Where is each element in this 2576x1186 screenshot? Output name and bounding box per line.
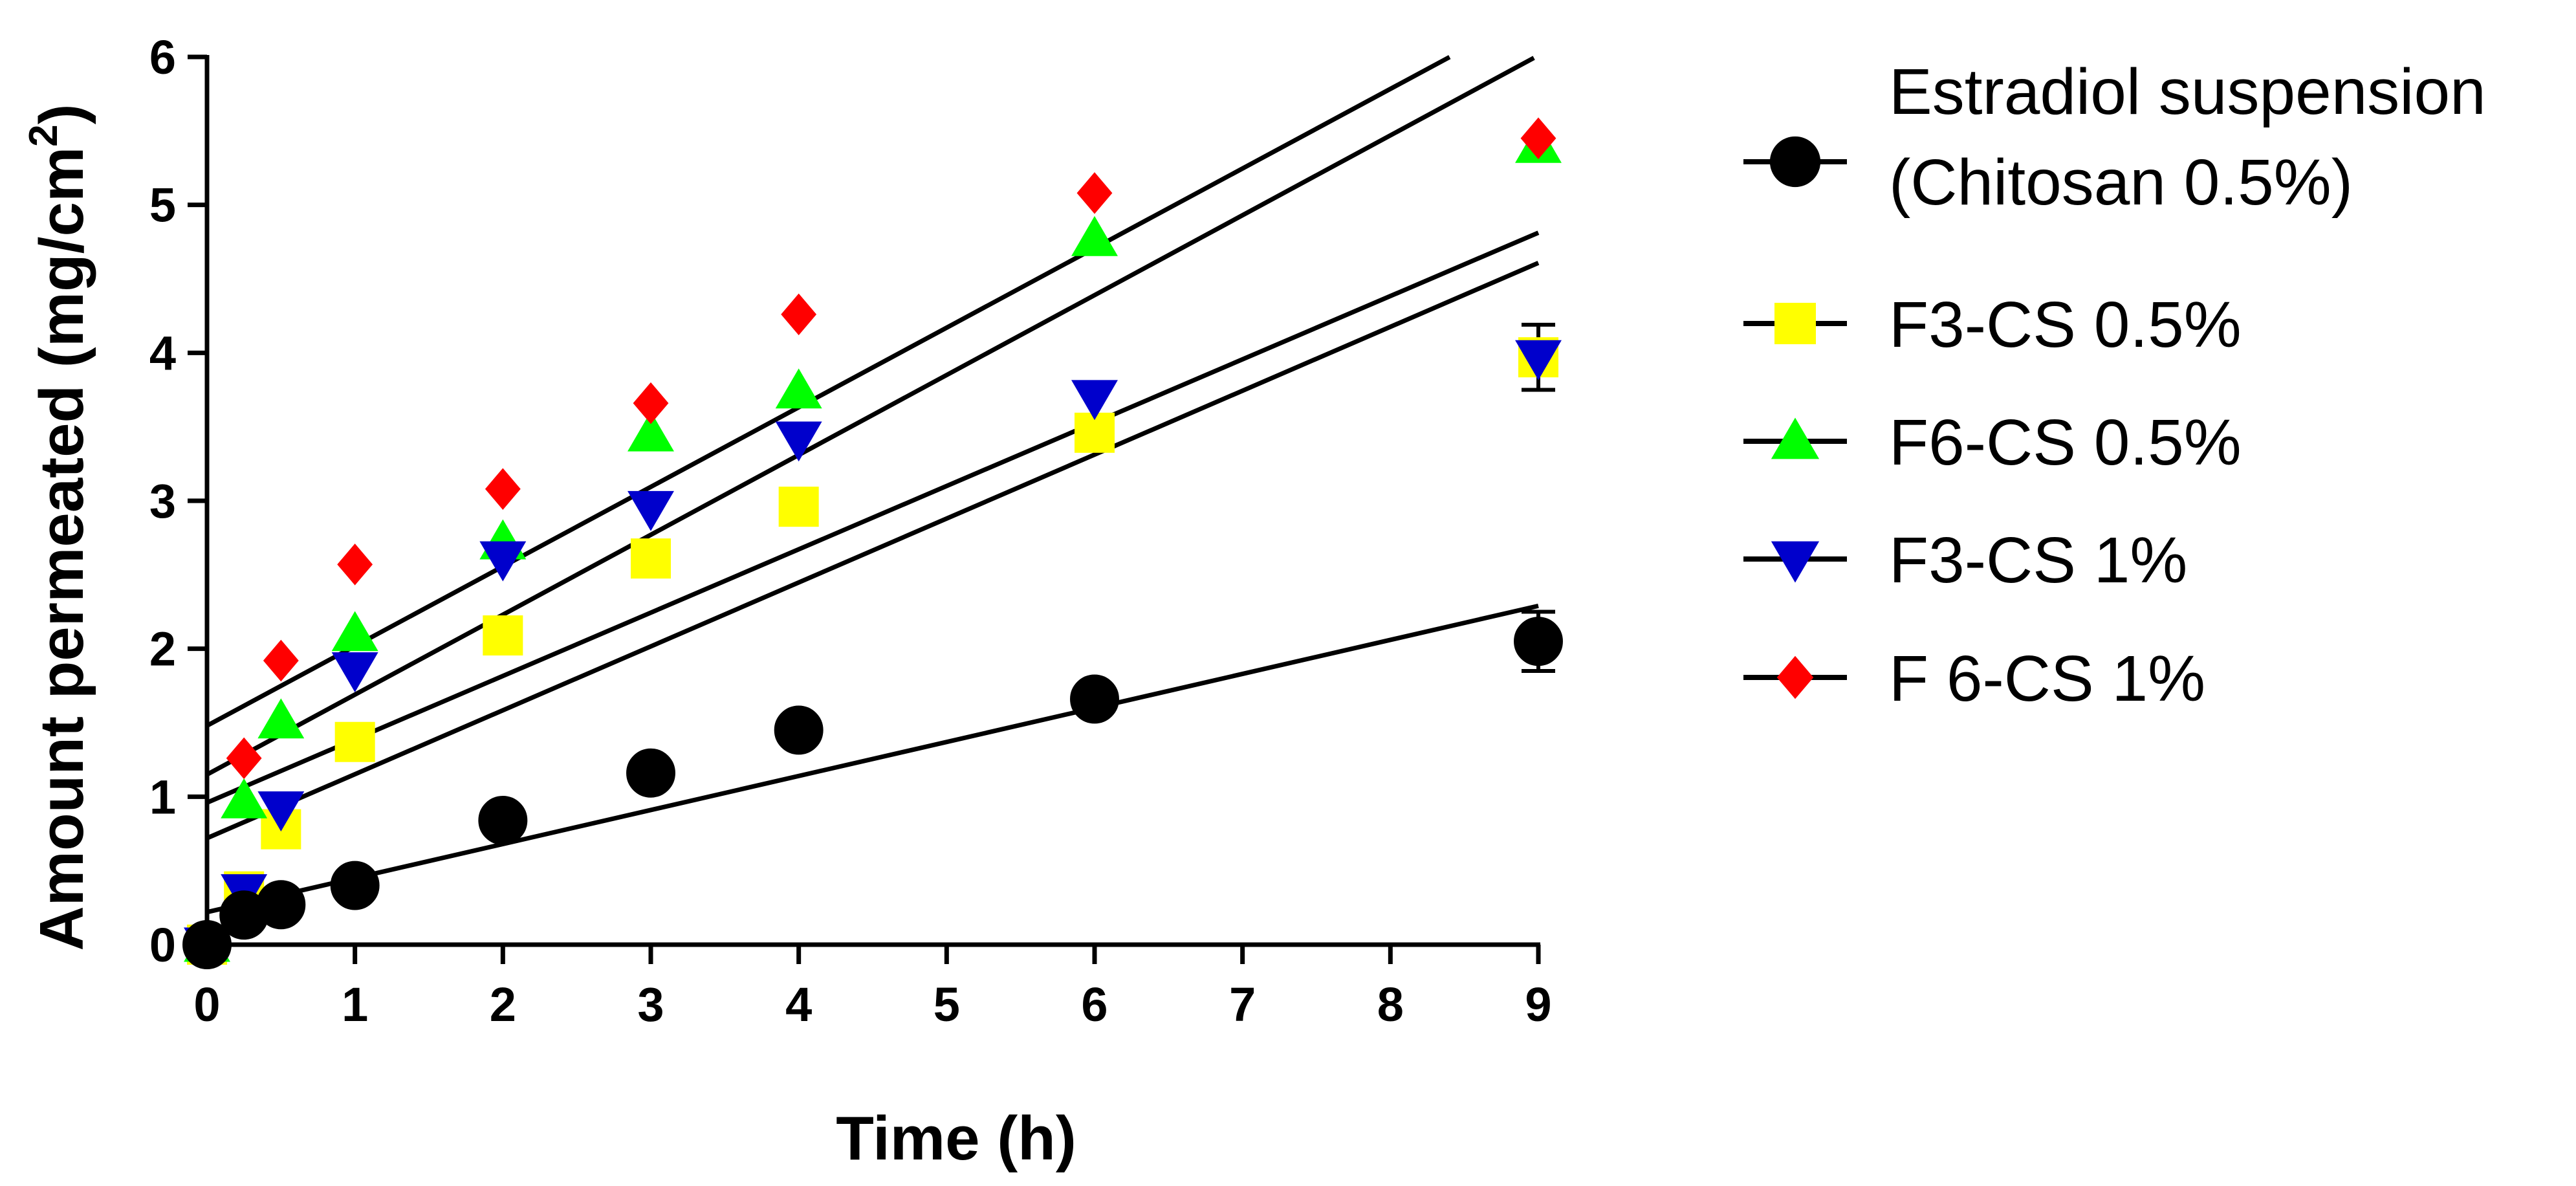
data-point-circle [478, 795, 528, 845]
data-point-triangle-down [1515, 340, 1562, 380]
legend-marker-circle [1769, 136, 1821, 188]
x-tick-label: 4 [785, 978, 812, 1031]
data-point-triangle-up [257, 698, 305, 739]
data-point-circle [1514, 617, 1563, 666]
legend-item: F3-CS 1% [1743, 524, 2187, 597]
data-point-diamond [781, 293, 817, 336]
data-point-triangle-up [331, 611, 378, 652]
axes [204, 55, 1540, 947]
legend-marker-triangle-down [1771, 541, 1820, 583]
y-tick-label: 3 [149, 474, 176, 528]
data-point-triangle-up [628, 411, 674, 452]
legend-marker-square [1774, 303, 1816, 344]
data-point-triangle-up [775, 368, 822, 409]
data-point-diamond [1520, 117, 1556, 160]
y-tick-label: 2 [149, 622, 176, 676]
data-point-diamond [337, 544, 373, 586]
fit-line-2 [206, 261, 1540, 840]
y-axis-title-main: Amount permeated (mg/cm [27, 147, 96, 951]
legend-label: F6-CS 0.5% [1889, 406, 2242, 479]
data-point-diamond [633, 382, 669, 424]
x-tick-label: 6 [1081, 978, 1108, 1031]
y-tick-label: 1 [149, 770, 176, 824]
data-point-diamond [1076, 172, 1113, 214]
x-ticks: 0 1 2 3 4 5 6 7 8 9 [193, 945, 1552, 1031]
legend-item: F6-CS 0.5% [1743, 406, 2242, 479]
y-tick-label: 6 [149, 30, 176, 84]
y-tick-label: 0 [149, 918, 176, 972]
legend-marker-diamond [1776, 655, 1814, 699]
data-point-circle [1070, 674, 1119, 724]
data-point-circle [774, 705, 824, 755]
legend-item: F 6-CS 1% [1743, 642, 2205, 715]
data-point-circle [330, 861, 380, 910]
data-point-diamond [485, 468, 521, 510]
data-point-square [334, 721, 375, 762]
fit-line-1 [206, 603, 1539, 915]
data-point-triangle-up [1071, 215, 1118, 256]
data-point-diamond [263, 639, 299, 682]
fit-line-4 [206, 230, 1540, 805]
legend-item: F3-CS 0.5% [1743, 289, 2242, 361]
data-point-square [778, 487, 819, 527]
data-point-triangle-down [1071, 380, 1118, 421]
data-point-triangle-down [628, 490, 674, 531]
x-tick-label: 2 [490, 978, 516, 1031]
data-point-circle [256, 880, 306, 930]
data-point-triangle-up [221, 778, 268, 818]
x-tick-label: 5 [933, 978, 960, 1031]
x-tick-label: 1 [342, 978, 368, 1031]
data-point-diamond [226, 737, 262, 780]
x-tick-label: 9 [1525, 978, 1551, 1031]
legend-label: F3-CS 1% [1889, 524, 2187, 597]
data-point-triangle-down [257, 791, 305, 831]
data-point-triangle-down [331, 652, 378, 693]
y-ticks: 0 1 2 3 4 5 6 [149, 30, 207, 972]
x-tick-label: 0 [193, 978, 220, 1031]
x-tick-label: 8 [1377, 978, 1404, 1031]
legend-item: Estradiol suspension (Chitosan 0.5%) [1743, 56, 2486, 219]
data-point-square [483, 615, 523, 656]
data-point-square [631, 538, 671, 579]
legend-label: (Chitosan 0.5%) [1889, 146, 2353, 219]
fit-lines [206, 55, 1540, 915]
plot-area [182, 55, 1563, 969]
fit-line-5 [206, 55, 1451, 728]
y-tick-label: 5 [149, 179, 176, 232]
legend-label: F3-CS 0.5% [1889, 289, 2242, 361]
data-point-triangle-down [775, 421, 822, 462]
data-point-triangle-down [479, 541, 527, 582]
legend-label: F 6-CS 1% [1889, 642, 2205, 715]
fit-line-3 [206, 56, 1535, 777]
legend-marker-triangle-up [1771, 417, 1820, 459]
legend-label: Estradiol suspension [1889, 56, 2486, 128]
y-axis-title-close: ) [27, 104, 96, 124]
y-axis-title: Amount permeated (mg/cm2) [21, 104, 96, 950]
data-points [182, 117, 1563, 969]
data-point-circle [626, 748, 675, 798]
y-tick-label: 4 [149, 326, 176, 380]
x-tick-label: 3 [637, 978, 664, 1031]
legend: Estradiol suspension (Chitosan 0.5%) F3-CS… [1743, 56, 2486, 715]
y-axis-title-superscript: 2 [21, 124, 66, 146]
x-tick-label: 7 [1229, 978, 1256, 1031]
x-axis-title: Time (h) [836, 1104, 1076, 1173]
